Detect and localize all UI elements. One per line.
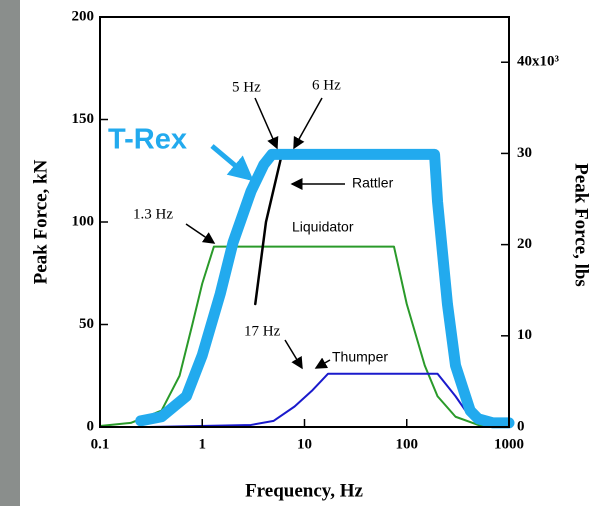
x-axis-label: Frequency, Hz (245, 480, 363, 501)
series-label: Rattler (352, 175, 394, 191)
y-tick-label: 150 (72, 111, 95, 127)
x-tick-label: 1 (199, 436, 207, 452)
annotation: 6 Hz (312, 77, 341, 93)
y2-tick-label: 40x10³ (517, 54, 560, 70)
x-tick-label: 1000 (494, 436, 524, 452)
y-tick-label: 200 (72, 8, 95, 24)
y-axis-label: Peak Force, kN (30, 159, 51, 284)
series-label: Thumper (332, 349, 388, 365)
label-bg (106, 122, 212, 158)
x-tick-label: 10 (297, 436, 312, 452)
y2-tick-label: 0 (517, 418, 525, 434)
annotation: 5 Hz (232, 79, 261, 95)
y-tick-label: 0 (87, 418, 95, 434)
series-line (99, 245, 510, 428)
y2-tick-label: 20 (517, 236, 532, 252)
series-label: T-Rex (108, 124, 187, 156)
series-label: Liquidator (292, 219, 354, 235)
photo-strip (0, 0, 20, 506)
series-line (135, 148, 515, 429)
arrow (210, 144, 254, 182)
x-tick-label: 0.1 (91, 436, 110, 452)
y2-tick-label: 10 (517, 327, 532, 343)
annotation: 1.3 Hz (133, 206, 173, 222)
y2-tick-label: 30 (517, 145, 532, 161)
y-tick-label: 100 (72, 213, 95, 229)
y2-axis-label: Peak Force, lbs (571, 163, 592, 287)
x-tick-label: 100 (396, 436, 419, 452)
y-tick-label: 50 (79, 316, 94, 332)
annotation: 17 Hz (244, 323, 281, 339)
arrows (185, 97, 345, 370)
